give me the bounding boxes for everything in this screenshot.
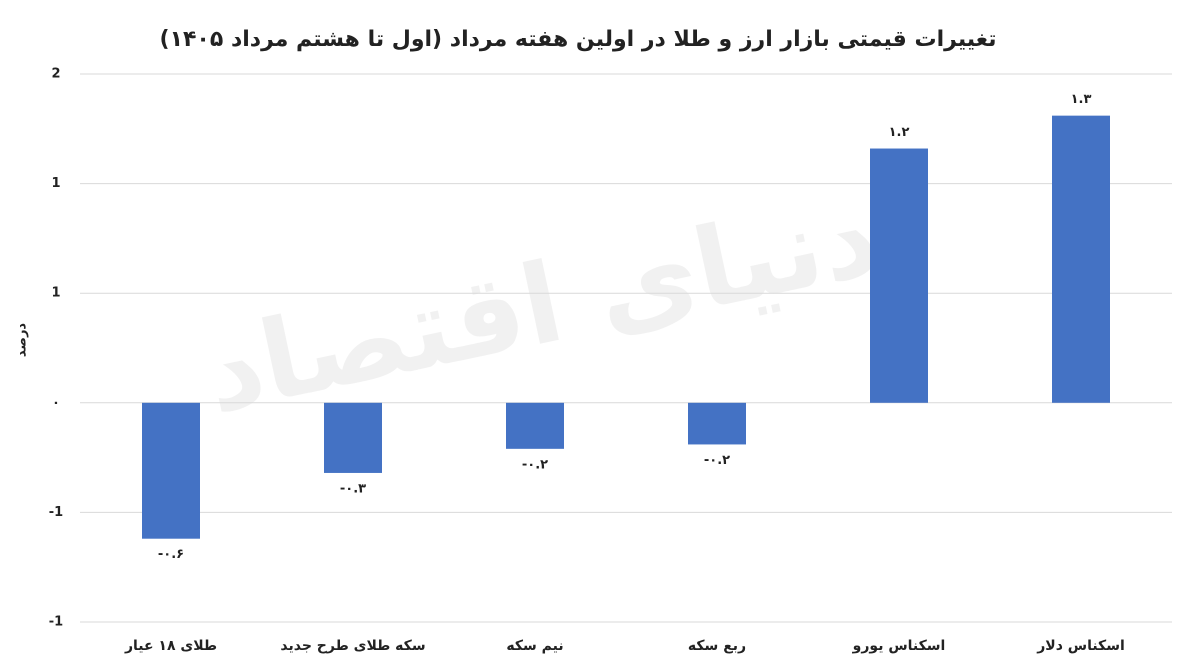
bar bbox=[142, 402, 200, 539]
chart-title: تغییرات قیمتی بازار ارز و طلا در اولین ه… bbox=[160, 27, 997, 52]
bar bbox=[324, 402, 382, 473]
y-tick-label: -1 bbox=[49, 505, 63, 520]
watermark: دنیای اقتصاد bbox=[194, 171, 890, 438]
y-tick-label: 1 bbox=[51, 286, 60, 301]
data-label: -۰.۲ bbox=[704, 453, 730, 468]
bar bbox=[506, 402, 564, 449]
bar bbox=[688, 402, 746, 445]
y-tick-label: ۰ bbox=[52, 395, 60, 410]
y-tick-label: 2 bbox=[51, 67, 60, 82]
x-tick-label: طلای ۱۸ عیار bbox=[124, 638, 217, 654]
y-tick-label: 1 bbox=[51, 176, 60, 191]
x-tick-label: ربع سکه bbox=[688, 638, 746, 654]
data-label: ۱.۳ bbox=[1071, 92, 1092, 107]
x-tick-label: سکه طلای طرح جدید bbox=[280, 638, 425, 654]
bar bbox=[1052, 115, 1110, 403]
data-label: -۰.۳ bbox=[340, 481, 366, 496]
data-label: ۱.۲ bbox=[889, 125, 910, 140]
x-tick-label: اسکناس دلار bbox=[1036, 638, 1125, 654]
bar bbox=[870, 148, 928, 403]
y-tick-label: -1 bbox=[49, 615, 63, 630]
x-tick-label: اسکناس یورو bbox=[852, 638, 946, 654]
data-label: -۰.۲ bbox=[522, 457, 548, 472]
y-axis-label: درصد bbox=[15, 323, 30, 358]
x-tick-label: نیم سکه bbox=[506, 638, 563, 654]
data-label: -۰.۶ bbox=[158, 547, 184, 562]
